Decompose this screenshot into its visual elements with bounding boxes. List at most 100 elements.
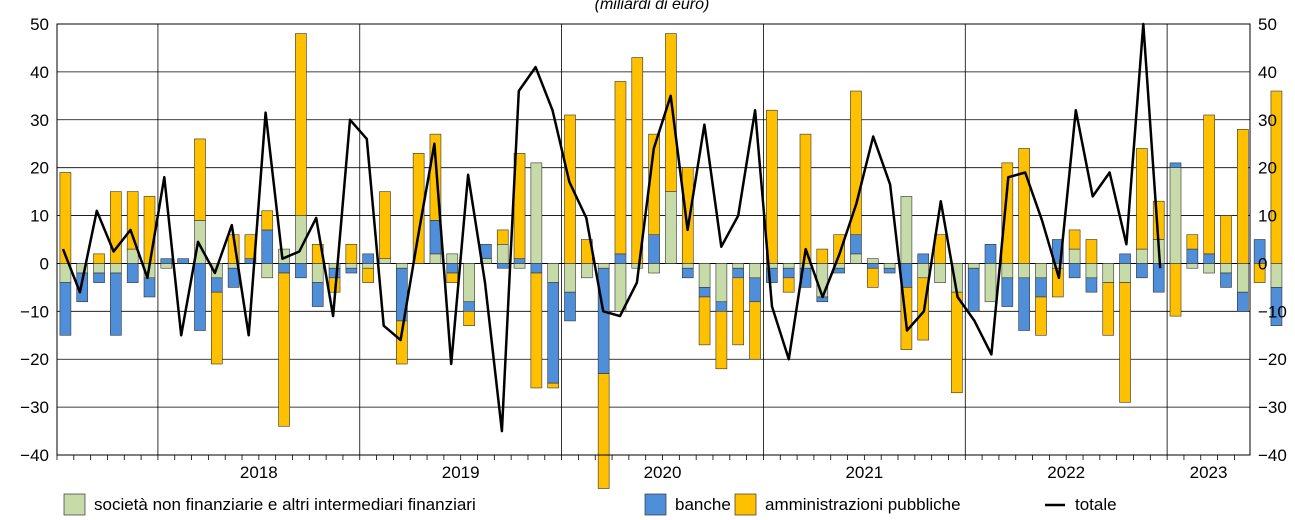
bar-banche xyxy=(833,267,845,274)
total-line xyxy=(61,22,1162,433)
bar-societa xyxy=(866,258,879,264)
y-tick-label-right: −20 xyxy=(1258,350,1287,369)
bar-amministrazioni xyxy=(1035,296,1047,336)
bar-societa xyxy=(698,263,711,288)
bar-amministrazioni xyxy=(1270,90,1283,264)
bar-societa xyxy=(715,263,728,303)
y-tick-label-right: −30 xyxy=(1258,398,1287,417)
y-tick-label-left: −10 xyxy=(20,302,49,321)
bar-banche xyxy=(446,263,459,274)
line-totale xyxy=(61,22,1162,433)
bar-societa xyxy=(816,263,829,298)
y-tick-label-left: −40 xyxy=(20,446,49,465)
bar-societa xyxy=(110,263,122,274)
bar-societa xyxy=(1203,263,1215,274)
bar-societa xyxy=(597,263,610,269)
bar-banche xyxy=(850,234,862,255)
bar-societa xyxy=(379,258,391,264)
bar-amministrazioni xyxy=(1253,263,1266,283)
bar-societa xyxy=(311,263,324,283)
bar-amministrazioni xyxy=(278,272,290,427)
bar-amministrazioni xyxy=(1085,239,1098,264)
bar-amministrazioni xyxy=(597,373,610,489)
y-tick-label-right: −10 xyxy=(1258,302,1287,321)
bar-amministrazioni xyxy=(631,57,644,264)
bar-banche xyxy=(93,272,105,283)
bar-amministrazioni xyxy=(496,229,509,245)
bar-banche xyxy=(1035,277,1047,298)
bar-amministrazioni xyxy=(799,133,812,264)
bar-amministrazioni xyxy=(951,291,963,394)
bar-amministrazioni xyxy=(732,277,745,346)
bar-banche xyxy=(227,267,240,288)
bar-societa xyxy=(631,263,644,269)
bar-banche xyxy=(1018,277,1030,331)
x-tick-label: 2021 xyxy=(845,463,883,482)
bar-societa xyxy=(396,263,408,269)
bar-societa xyxy=(1068,248,1081,264)
bar-banche xyxy=(311,282,324,307)
bar-amministrazioni xyxy=(530,272,543,389)
bar-banche xyxy=(614,253,627,264)
bar-amministrazioni xyxy=(1119,282,1131,403)
bar-banche xyxy=(782,267,795,279)
plot-frame xyxy=(56,23,1251,456)
bar-banche xyxy=(799,267,812,288)
bar-amministrazioni xyxy=(396,320,408,365)
bar-societa xyxy=(564,263,576,293)
bar-societa xyxy=(463,263,475,303)
bar-banche xyxy=(1152,263,1165,293)
bar-societa xyxy=(1169,167,1182,264)
y-tick-label-right: 50 xyxy=(1258,15,1277,34)
bar-societa xyxy=(547,263,559,283)
bar-banche xyxy=(177,258,189,264)
bar-banche xyxy=(1220,272,1232,288)
bar-amministrazioni xyxy=(210,291,223,365)
bar-amministrazioni xyxy=(614,81,627,255)
y-tick-label-right: −40 xyxy=(1258,446,1287,465)
bar-amministrazioni xyxy=(1237,129,1249,264)
bar-amministrazioni xyxy=(194,138,206,221)
bar-banche xyxy=(917,253,930,264)
bar-societa xyxy=(1136,248,1148,264)
legend-label-banche: banche xyxy=(675,495,731,514)
bar-amministrazioni xyxy=(1068,229,1081,250)
bar-societa xyxy=(749,263,761,279)
bar-amministrazioni xyxy=(698,296,711,346)
bar-amministrazioni xyxy=(446,272,459,283)
bar-banche xyxy=(681,267,694,279)
bar-amministrazioni xyxy=(1001,162,1014,264)
bar-banche xyxy=(126,263,139,283)
bar-amministrazioni xyxy=(547,382,559,389)
legend-swatch-societa xyxy=(63,493,86,516)
chart-subtitle: (miliardi di euro) xyxy=(595,0,710,13)
bar-societa xyxy=(665,191,677,264)
bar-amministrazioni xyxy=(866,267,879,288)
y-tick-label-left: 50 xyxy=(30,15,49,34)
legend-label-amministrazioni: amministrazioni pubbliche xyxy=(765,495,961,514)
bar-amministrazioni xyxy=(110,191,122,264)
y-tick-label-left: 40 xyxy=(30,63,49,82)
bar-societa xyxy=(917,263,930,279)
bar-societa xyxy=(362,263,374,269)
bar-banche xyxy=(110,272,122,336)
bar-amministrazioni xyxy=(261,210,274,231)
bar-amministrazioni xyxy=(816,248,829,264)
y-tick-label-left: −30 xyxy=(20,398,49,417)
bar-amministrazioni xyxy=(782,277,795,293)
bar-societa xyxy=(1186,263,1199,269)
bar-societa xyxy=(681,263,694,269)
y-tick-label-right: 10 xyxy=(1258,207,1277,226)
bar-banche xyxy=(1136,263,1148,279)
bar-amministrazioni xyxy=(766,109,778,264)
bar-societa xyxy=(1001,263,1014,279)
bar-amministrazioni xyxy=(1136,148,1148,250)
legend-swatch-amministrazioni xyxy=(734,493,757,516)
bar-banche xyxy=(496,263,509,269)
bar-banche xyxy=(732,267,745,279)
bar-societa xyxy=(1035,263,1047,279)
bar-amministrazioni xyxy=(850,90,862,236)
bar-banche xyxy=(766,267,778,283)
bar-societa xyxy=(496,243,509,264)
bar-amministrazioni xyxy=(59,172,72,264)
